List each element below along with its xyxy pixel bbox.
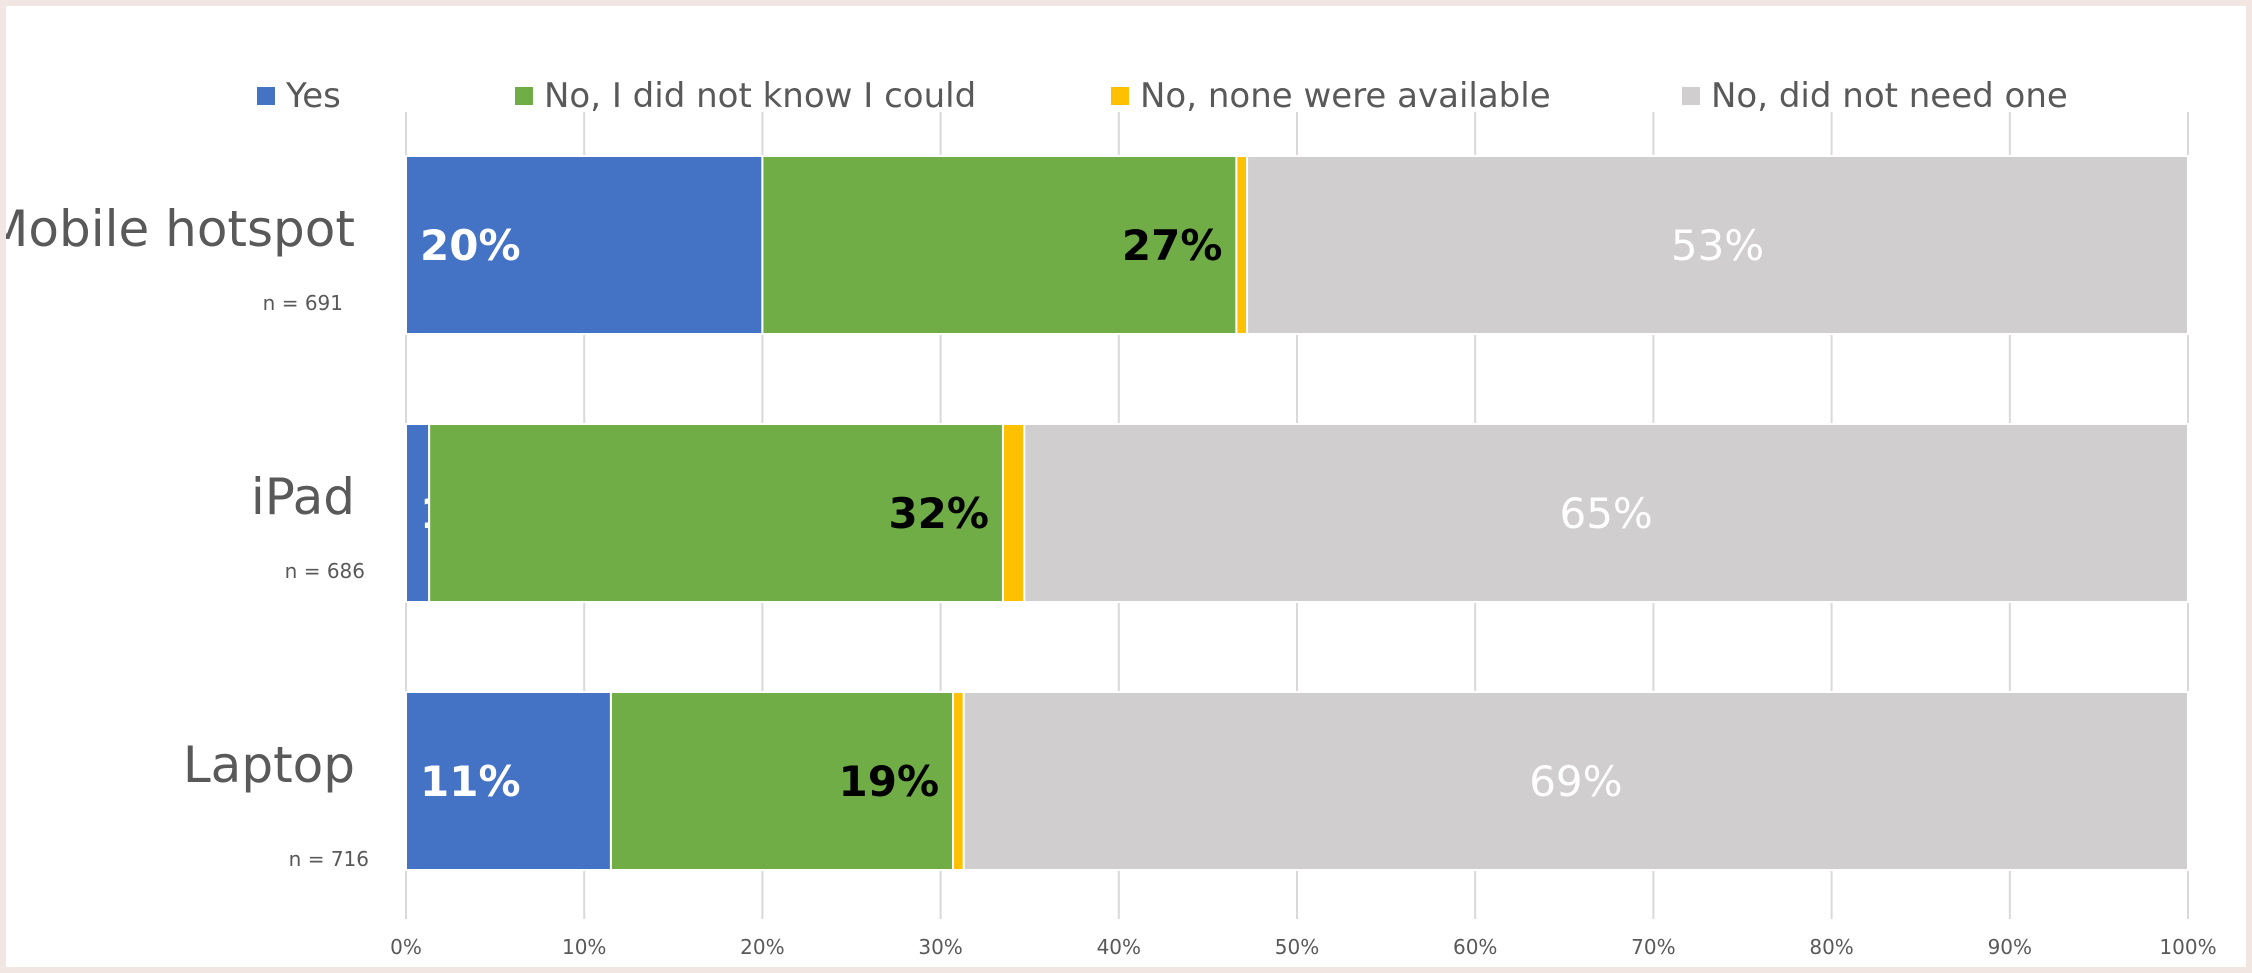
category-label-group: iPad n = 686 (251, 468, 365, 583)
x-tick-label: 70% (1631, 935, 1675, 959)
bar-row: 1%32%65% (405, 423, 2189, 603)
x-tick-label: 0% (390, 935, 422, 959)
bar-segment (1001, 423, 1026, 603)
bar-row: 11% 19% 69% (405, 691, 2189, 871)
data-label: 32% (888, 489, 989, 538)
sample-size-label: n = 716 (289, 847, 369, 871)
bar-segment (761, 155, 1238, 335)
bar-segment (1023, 423, 2189, 603)
bar-segment (405, 691, 612, 871)
legend-swatch (1682, 87, 1700, 105)
x-tick-label: 90% (1988, 935, 2032, 959)
bar-segment (428, 423, 1004, 603)
legend: Yes No, I did not know I could No, none we… (257, 76, 2068, 116)
bar-segment (609, 691, 955, 871)
category-label: Mobile hotspot (6, 200, 355, 258)
category-label: Laptop (183, 736, 355, 794)
data-label: 69% (1529, 757, 1622, 806)
data-label: 11% (420, 757, 521, 806)
x-tick-label: 20% (740, 935, 784, 959)
x-tick-label: 80% (1809, 935, 1853, 959)
stacked-bar-chart: Yes No, I did not know I could No, none we… (6, 76, 2217, 959)
legend-item: No, I did not know I could (515, 76, 976, 116)
category-label: iPad (251, 468, 355, 526)
data-label: 19% (839, 757, 940, 806)
chart-frame: Yes No, I did not know I could No, none we… (6, 6, 2246, 967)
legend-swatch (515, 87, 533, 105)
legend-label: No, did not need one (1711, 76, 2068, 116)
x-tick-label: 100% (2159, 935, 2216, 959)
x-tick-label: 50% (1275, 935, 1319, 959)
legend-swatch (1111, 87, 1129, 105)
bar-segment (962, 691, 2189, 871)
legend-label: No, none were available (1140, 76, 1551, 116)
x-tick-label: 10% (562, 935, 606, 959)
data-label: 53% (1671, 221, 1764, 270)
bar-segment (952, 691, 965, 871)
legend-item: No, none were available (1111, 76, 1551, 116)
x-tick-label: 30% (918, 935, 962, 959)
sample-size-label: n = 686 (285, 559, 365, 583)
category-label-group: Laptop n = 716 (183, 736, 369, 871)
sample-size-label: n = 691 (263, 291, 343, 315)
bars: 20%27%53%1%32%65%11%19%69% (405, 155, 2189, 871)
data-label: 27% (1122, 221, 1223, 270)
data-label: 65% (1559, 489, 1652, 538)
bar-row: 20% 27% 53% (405, 155, 2189, 335)
bar-segment (1246, 155, 2189, 335)
data-label: 20% (420, 221, 521, 270)
category-labels: Mobile hotspot n = 691 iPad n = 686 Laptop n … (6, 200, 369, 871)
legend-item: No, did not need one (1682, 76, 2068, 116)
category-label-group: Mobile hotspot n = 691 (6, 200, 355, 315)
x-tick-label: 40% (1097, 935, 1141, 959)
bar-segment (1235, 155, 1249, 335)
x-tick-label: 60% (1453, 935, 1497, 959)
x-axis-ticks: 0% 10% 20% 30% 40% 50% 60% 70% 80% 90% 100% (390, 935, 2216, 959)
legend-label: No, I did not know I could (544, 76, 976, 116)
legend-label: Yes (285, 76, 341, 116)
legend-item: Yes (257, 76, 341, 116)
bar-segment (405, 155, 764, 335)
legend-swatch (257, 87, 275, 105)
